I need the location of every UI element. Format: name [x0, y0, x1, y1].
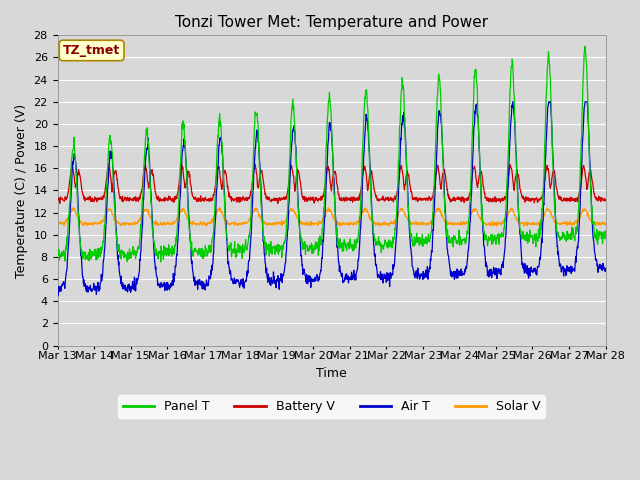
Legend: Panel T, Battery V, Air T, Solar V: Panel T, Battery V, Air T, Solar V: [118, 396, 545, 418]
Text: TZ_tmet: TZ_tmet: [63, 44, 120, 57]
Y-axis label: Temperature (C) / Power (V): Temperature (C) / Power (V): [15, 103, 28, 277]
X-axis label: Time: Time: [316, 367, 347, 380]
Title: Tonzi Tower Met: Temperature and Power: Tonzi Tower Met: Temperature and Power: [175, 15, 488, 30]
